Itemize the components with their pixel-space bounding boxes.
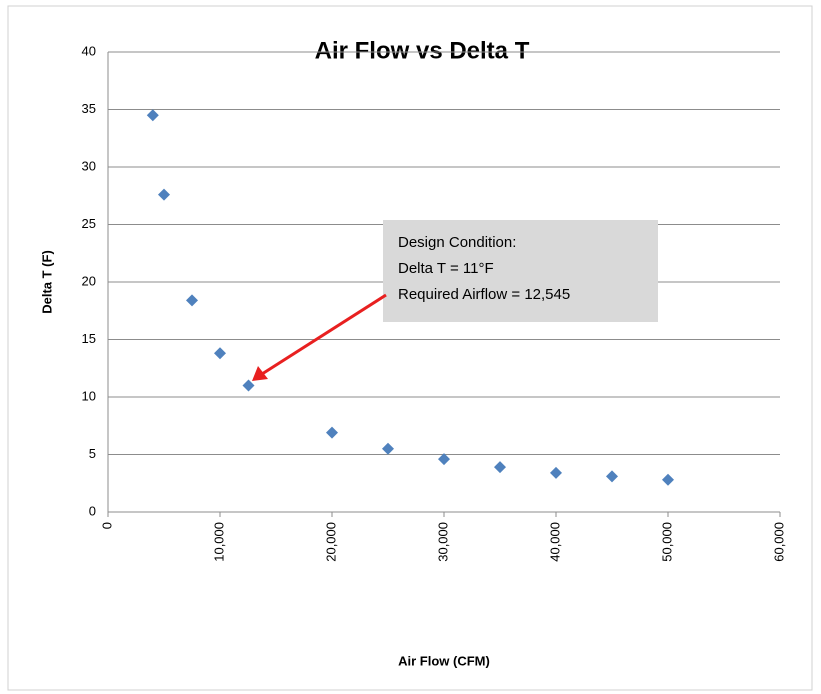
data-point (242, 379, 255, 392)
data-point (606, 470, 618, 483)
data-point (438, 453, 450, 466)
x-axis-label: Air Flow (CFM) (398, 653, 490, 668)
data-point (662, 473, 674, 486)
chart-frame (7, 5, 813, 691)
x-tick-label: 40,000 (547, 522, 562, 562)
data-point (550, 466, 562, 479)
data-point (146, 109, 159, 122)
x-tick-label: 20,000 (323, 522, 338, 562)
x-tick-label: 0 (99, 522, 114, 529)
x-tick-label: 50,000 (659, 522, 674, 562)
annotation-box (383, 220, 658, 322)
data-point (158, 188, 170, 201)
y-axis-label: Delta T (F) (39, 250, 54, 314)
y-tick-label: 20 (82, 273, 96, 288)
annotation-arrowhead (252, 366, 268, 381)
data-point (494, 461, 506, 474)
data-point (382, 442, 394, 455)
y-tick-label: 15 (82, 331, 96, 346)
y-tick-label: 40 (82, 43, 96, 58)
chart-title: Air Flow vs Delta T (315, 37, 530, 64)
x-tick-label: 30,000 (435, 522, 450, 562)
data-point (326, 426, 338, 439)
data-point (186, 294, 198, 307)
annotation-arrow (261, 293, 387, 376)
y-tick-label: 5 (89, 446, 96, 461)
annotation-text: Design Condition: (398, 234, 516, 251)
y-tick-label: 0 (89, 503, 96, 518)
x-tick-label: 10,000 (211, 522, 226, 562)
y-tick-label: 35 (82, 101, 96, 116)
x-tick-label: 60,000 (771, 522, 786, 562)
y-tick-label: 10 (82, 388, 96, 403)
annotation-text: Required Airflow = 12,545 (398, 286, 570, 303)
annotation-text: Delta T = 11°F (398, 260, 494, 277)
y-tick-label: 25 (82, 216, 96, 231)
y-tick-label: 30 (82, 158, 96, 173)
data-point (214, 347, 226, 360)
